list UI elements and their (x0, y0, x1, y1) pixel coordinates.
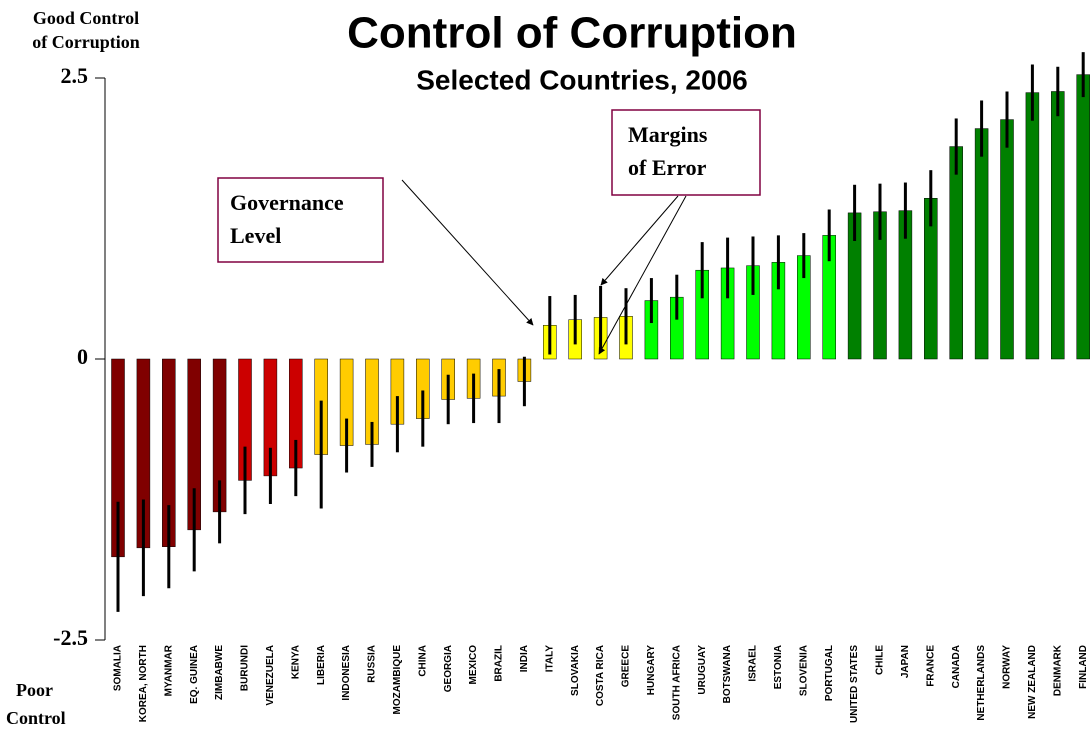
x-tick-label: GREECE (621, 645, 632, 688)
x-tick-label: CANADA (951, 645, 962, 688)
bar (1051, 91, 1065, 360)
bar (1000, 119, 1014, 360)
chart-subtitle: Selected Countries, 2006 (416, 64, 747, 95)
x-tick-label: SOUTH AFRICA (671, 645, 682, 720)
x-tick-label: ZIMBABWE (214, 645, 225, 700)
x-tick-label: DENMARK (1052, 644, 1063, 696)
x-tick-label: LIBERIA (316, 645, 327, 685)
x-tick-label: RUSSIA (367, 645, 378, 683)
x-tick-label: FINLAND (1078, 645, 1089, 689)
x-tick-label: INDIA (519, 645, 530, 672)
x-tick-label: COSTA RICA (595, 645, 606, 706)
x-tick-label: SLOVENIA (798, 645, 809, 696)
x-tick-label: BOTSWANA (722, 645, 733, 703)
x-tick-label: NETHERLANDS (976, 645, 987, 721)
x-tick-label: UNITED STATES (849, 645, 860, 723)
x-tick-label: MEXICO (468, 645, 479, 685)
annotation: Level (230, 223, 281, 248)
chart-title: Control of Corruption (347, 9, 797, 58)
annotation-box (217, 177, 384, 263)
bar (974, 128, 989, 360)
x-tick-label: ESTONIA (773, 645, 784, 689)
x-tick-label: KENYA (290, 645, 301, 679)
annotation: Governance (230, 190, 344, 215)
y-label-bottom: Poor (16, 680, 53, 700)
x-tick-label: MYANMAR (163, 644, 174, 696)
bar (1025, 92, 1040, 360)
x-tick-label: MOZAMBIQUE (392, 645, 403, 715)
y-label-top: of Corruption (32, 32, 140, 52)
x-tick-label: ISRAEL (748, 645, 759, 682)
plot: -2.5 0 2.5 SOMALIA KOREA, NORTH MYANMAR EQ. GU… (53, 52, 1090, 723)
x-tick-label: KOREA, NORTH (138, 645, 149, 722)
arrow (598, 195, 687, 355)
x-tick-label: INDONESIA (341, 645, 352, 701)
x-tick-label: ITALY (544, 645, 555, 673)
x-tick-label: VENEZUELA (265, 645, 276, 706)
bar (949, 146, 963, 360)
arrow (600, 195, 679, 286)
x-tick-label: BURUNDI (240, 645, 251, 691)
y-label-bottom: Control (6, 708, 66, 728)
y-tick-label: 0 (77, 344, 88, 369)
x-tick-label: PORTUGAL (824, 645, 835, 701)
x-tick-label: GEORGIA (443, 645, 454, 692)
x-tick-label: SLOVAKIA (570, 645, 581, 696)
y-tick-label: 2.5 (61, 63, 89, 88)
x-tick-label: CHILE (875, 645, 886, 675)
x-tick-label: NORWAY (1002, 645, 1013, 689)
y-tick-label: -2.5 (53, 625, 88, 650)
arrow (401, 179, 534, 326)
y-label-top: Good Control (33, 8, 139, 28)
bar (1076, 74, 1090, 360)
x-tick-label: EQ. GUINEA (189, 645, 200, 704)
x-tick-label: FRANCE (925, 645, 936, 687)
x-tick-label: SOMALIA (113, 645, 124, 691)
x-tick-label: NEW ZEALAND (1027, 645, 1038, 719)
annotation-box (611, 109, 761, 196)
x-tick-label: BRAZIL (494, 645, 505, 682)
annotation: of Error (628, 155, 707, 180)
x-tick-label: HUNGARY (646, 645, 657, 696)
x-tick-label: CHINA (417, 645, 428, 677)
x-tick-label: URUGUAY (697, 645, 708, 695)
annotation: Margins (628, 122, 708, 147)
x-tick-label: JAPAN (900, 645, 911, 678)
